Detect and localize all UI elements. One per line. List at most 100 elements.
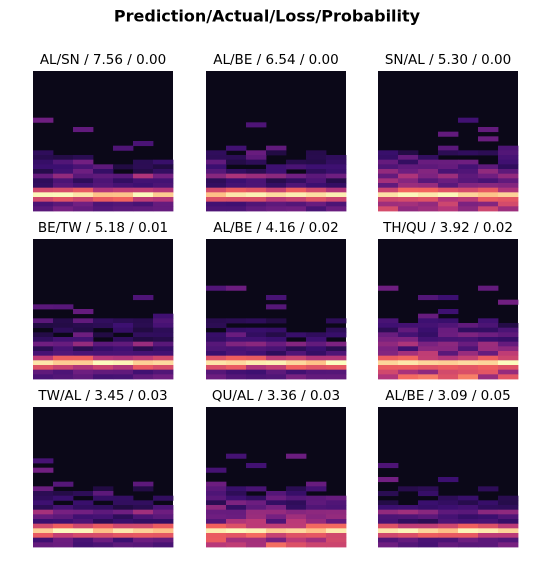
spectrogram-cell — [438, 332, 459, 338]
spectrogram-cell — [378, 519, 399, 525]
spectrogram-cell — [326, 369, 347, 375]
spectrogram-cell — [246, 523, 267, 529]
spectrogram-cell — [418, 360, 439, 366]
spectrogram-cell — [286, 201, 307, 207]
spectrogram-cell — [153, 523, 174, 529]
spectrogram-cell — [133, 369, 154, 375]
spectrogram-cell — [206, 481, 227, 487]
spectrogram-cell — [478, 360, 499, 366]
spectrogram-cell — [398, 505, 419, 511]
spectrogram-cell — [33, 169, 54, 175]
spectrogram-cell — [266, 318, 287, 324]
spectrogram-cell — [478, 150, 499, 156]
spectrogram-cell — [33, 509, 54, 515]
spectrogram-cell — [306, 197, 327, 203]
spectrogram-cell — [438, 192, 459, 198]
spectrogram-cell — [226, 183, 247, 189]
spectrogram-cell — [378, 369, 399, 375]
spectrogram-cell — [286, 178, 307, 184]
spectrogram-cell — [206, 519, 227, 525]
spectrogram-cell — [53, 197, 74, 203]
spectrogram-cell — [53, 369, 74, 375]
spectrogram-cell — [153, 374, 174, 380]
spectrogram-cell — [206, 369, 227, 375]
spectrogram-cell — [306, 523, 327, 529]
spectrogram-cell — [113, 201, 134, 207]
spectrogram-cell — [286, 355, 307, 361]
spectrogram-cell — [438, 187, 459, 193]
spectrogram-cell — [246, 509, 267, 515]
spectrogram-cell — [266, 528, 287, 534]
spectrogram-cell — [153, 313, 174, 319]
spectrogram-cell — [306, 192, 327, 198]
spectrogram-cell — [53, 514, 74, 520]
spectrogram-cell — [326, 500, 347, 506]
spectrogram-cell — [418, 365, 439, 371]
spectrogram-cell — [458, 197, 479, 203]
spectrogram-cell — [306, 369, 327, 375]
spectrogram-cell — [113, 183, 134, 189]
spectrogram-cell — [498, 495, 519, 501]
spectrogram-cell — [153, 360, 174, 366]
spectrogram-cell — [206, 206, 227, 212]
spectrogram-cell — [153, 169, 174, 175]
spectrogram-cell — [478, 509, 499, 515]
spectrogram-cell — [378, 155, 399, 161]
spectrogram-cell — [113, 327, 134, 333]
spectrogram-cell — [153, 542, 174, 548]
spectrogram-cell — [286, 523, 307, 529]
spectrogram-cell — [478, 523, 499, 529]
spectrogram-cell — [306, 360, 327, 366]
spectrogram-cell — [478, 127, 499, 133]
spectrogram-cell — [53, 304, 74, 310]
spectrogram-cell — [398, 355, 419, 361]
spectrogram-cell — [246, 533, 267, 539]
spectrogram-cell — [53, 360, 74, 366]
spectrogram-cell — [326, 192, 347, 198]
spectrogram-cell — [93, 533, 114, 539]
spectrogram-cell — [286, 187, 307, 193]
spectrogram-cell — [378, 337, 399, 343]
spectrogram-cell — [326, 327, 347, 333]
spectrogram-cell — [153, 505, 174, 511]
spectrogram-cell — [206, 505, 227, 511]
spectrogram-cell — [73, 332, 94, 338]
spectrogram-cell — [458, 346, 479, 352]
spectrogram-cell — [93, 374, 114, 380]
spectrogram-cell — [53, 374, 74, 380]
spectrogram-cell — [326, 523, 347, 529]
spectrogram-cell — [93, 365, 114, 371]
spectrogram-cell — [458, 183, 479, 189]
spectrogram-cell — [326, 528, 347, 534]
spectrogram-cell — [266, 178, 287, 184]
spectrogram-cell — [226, 285, 247, 291]
spectrogram-cell — [438, 206, 459, 212]
spectrogram-cell — [206, 365, 227, 371]
spectrogram-cell — [226, 519, 247, 525]
spectrogram-cell — [498, 500, 519, 506]
spectrogram-cell — [478, 201, 499, 207]
spectrogram-cell — [206, 197, 227, 203]
spectrogram-cell — [266, 206, 287, 212]
spectrogram-cell — [226, 523, 247, 529]
spectrogram-cell — [246, 337, 267, 343]
spectrogram-cell — [33, 332, 54, 338]
spectrogram-cell — [326, 346, 347, 352]
spectrogram-cell — [53, 341, 74, 347]
spectrogram-cell — [226, 542, 247, 548]
spectrogram-cell — [246, 369, 267, 375]
spectrogram-cell — [226, 514, 247, 520]
spectrogram-cell — [286, 159, 307, 165]
spectrogram-cell — [206, 178, 227, 184]
spectrogram-cell — [33, 341, 54, 347]
spectrogram-cell — [498, 159, 519, 165]
spectrogram-cell — [93, 178, 114, 184]
spectrogram-cell — [53, 481, 74, 487]
spectrogram-cell — [478, 514, 499, 520]
spectrogram-cell — [226, 369, 247, 375]
spectrogram-cell — [33, 192, 54, 198]
spectrogram-cell — [306, 355, 327, 361]
spectrogram-cell — [398, 365, 419, 371]
spectrogram-cell — [113, 206, 134, 212]
spectrogram-cell — [418, 201, 439, 207]
